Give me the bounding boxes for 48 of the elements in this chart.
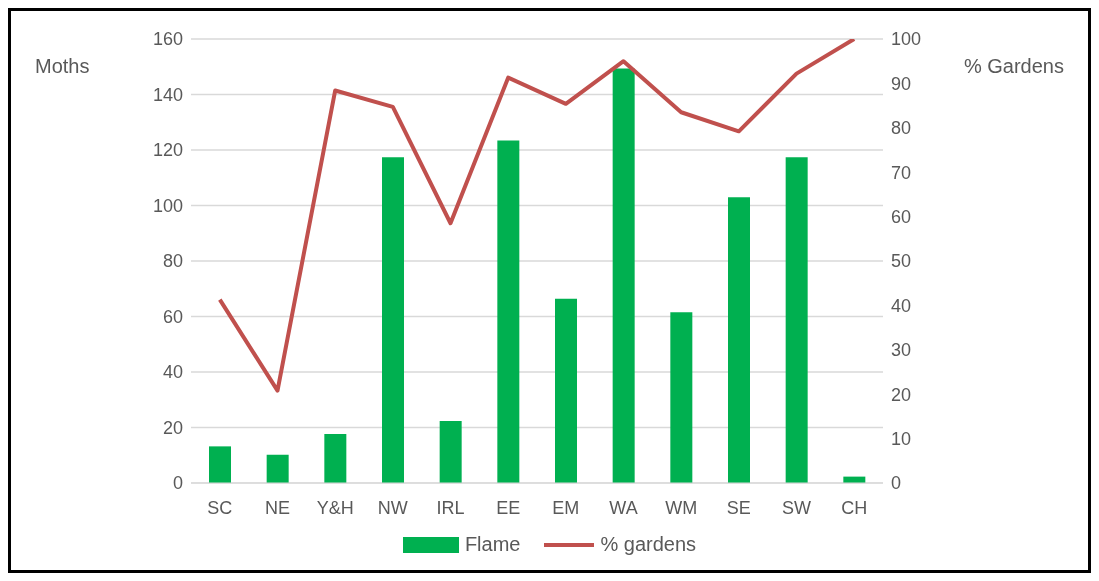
y2-tick-label: 30	[891, 340, 912, 361]
y2-tick-label: 80	[891, 118, 912, 139]
x-tick-label: WA	[609, 497, 638, 518]
bar	[670, 312, 693, 483]
bar	[785, 157, 808, 483]
y-tick-label: 0	[172, 473, 183, 494]
y2-tick-label: 90	[891, 73, 912, 94]
x-tick-label: EE	[496, 497, 521, 518]
y-axis-title: Moths	[35, 55, 90, 78]
bar	[612, 68, 635, 483]
x-tick-label: WM	[665, 497, 698, 518]
y-tick-label: 100	[152, 195, 183, 216]
y2-tick-label: 10	[891, 428, 912, 449]
bar	[324, 433, 347, 483]
bar	[439, 421, 462, 483]
line-series	[217, 39, 857, 393]
x-tick-label: Y&H	[316, 497, 354, 518]
y-tick-label: 160	[152, 29, 183, 50]
y2-axis-title: % Gardens	[963, 55, 1064, 78]
legend-label: Flame	[464, 533, 521, 556]
y-tick-label: 80	[162, 251, 183, 272]
legend-label: % gardens	[600, 533, 697, 556]
x-tick-label: SW	[782, 497, 812, 518]
x-tick-label: NE	[264, 497, 291, 518]
x-tick-label: NW	[377, 497, 408, 518]
bar	[497, 140, 520, 483]
y-tick-label: 120	[152, 140, 183, 161]
bar	[555, 298, 577, 483]
y-tick-label: 20	[162, 417, 183, 438]
y-tick-label: 60	[162, 306, 183, 327]
bar	[209, 446, 231, 483]
y2-tick-label: 0	[891, 473, 902, 494]
bar	[728, 197, 750, 483]
x-tick-label: SE	[726, 497, 751, 518]
x-tick-label: EM	[552, 497, 580, 518]
x-tick-label: SC	[207, 497, 233, 518]
y2-tick-label: 100	[891, 29, 922, 50]
y-tick-label: 40	[162, 362, 183, 383]
y2-tick-label: 60	[891, 206, 912, 227]
y2-tick-label: 50	[891, 251, 912, 272]
x-tick-label: IRL	[436, 497, 465, 518]
y-tick-label: 140	[152, 84, 183, 105]
y2-tick-label: 70	[891, 162, 912, 183]
bar	[382, 157, 404, 483]
y2-tick-label: 40	[891, 295, 912, 316]
y2-tick-label: 20	[891, 384, 912, 405]
x-tick-label: CH	[841, 497, 868, 518]
bar	[266, 454, 289, 483]
